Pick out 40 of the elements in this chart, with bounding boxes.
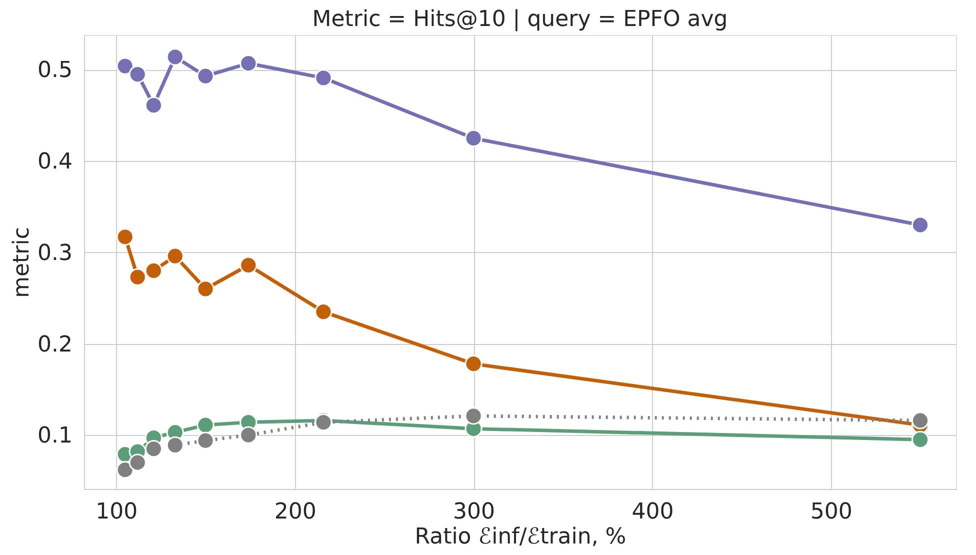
point	[144, 440, 162, 458]
point	[116, 57, 134, 75]
point	[240, 54, 258, 72]
point	[166, 48, 184, 66]
point	[144, 262, 162, 280]
x-tick-label: 500	[810, 500, 852, 524]
point	[116, 228, 134, 246]
point	[314, 69, 332, 87]
point	[240, 426, 258, 444]
x-tick-label: 200	[274, 500, 316, 524]
x-tick-label: 100	[96, 500, 138, 524]
point	[911, 412, 930, 430]
point	[196, 67, 214, 85]
chart-title: Metric = Hits@10 | query = EPFO avg	[312, 7, 728, 32]
point	[196, 432, 214, 450]
y-tick-label: 0.2	[38, 332, 72, 358]
y-tick-label: 0.3	[38, 240, 72, 266]
point	[911, 430, 930, 448]
point	[166, 247, 184, 265]
x-axis-title: Ratio ℰinf/ℰtrain, %	[414, 524, 626, 550]
point	[166, 436, 184, 454]
point	[240, 256, 258, 274]
point	[196, 280, 214, 298]
point	[116, 461, 134, 479]
y-tick-label: 0.5	[38, 58, 72, 84]
point	[464, 129, 482, 148]
y-tick-label: 0.4	[38, 150, 72, 175]
point	[911, 216, 930, 234]
point	[314, 302, 332, 321]
point	[196, 416, 214, 434]
point	[464, 407, 482, 425]
point	[128, 268, 146, 286]
x-tick-label: 300	[453, 500, 496, 524]
y-axis-title: metric	[10, 227, 35, 298]
point	[144, 96, 162, 114]
point	[128, 65, 146, 84]
x-tick-label: 400	[632, 500, 674, 524]
point	[128, 454, 146, 472]
y-tick-label: 0.1	[38, 424, 72, 449]
point	[464, 355, 482, 373]
